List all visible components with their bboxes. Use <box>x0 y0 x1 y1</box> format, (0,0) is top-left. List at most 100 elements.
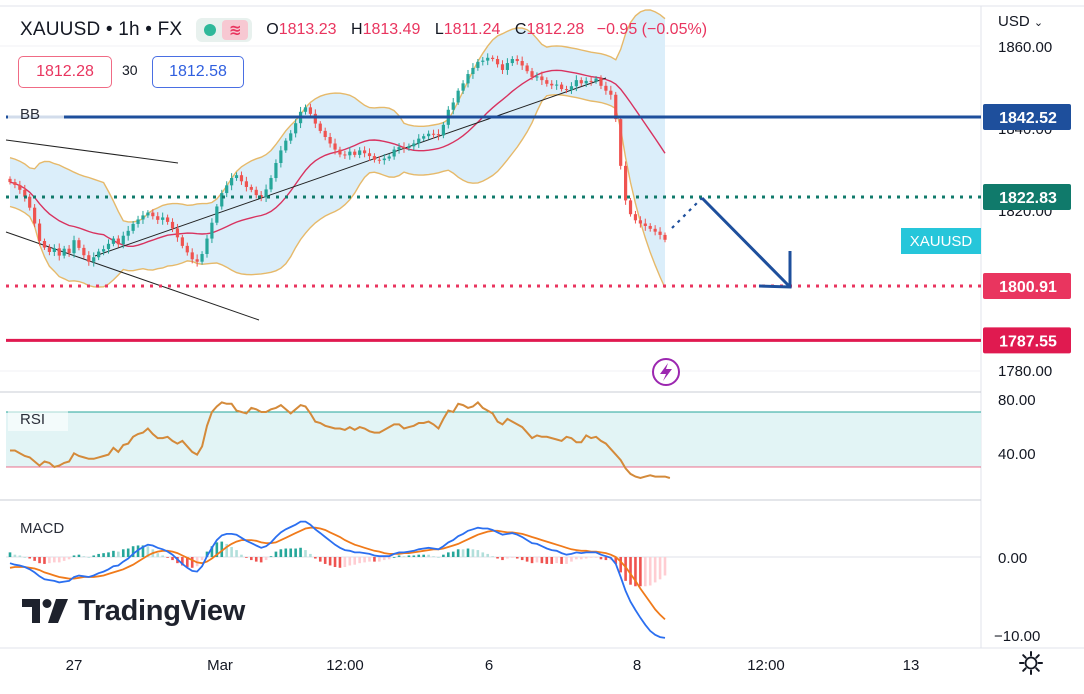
level-tag-3: 1787.55 <box>999 333 1057 350</box>
macd-hist-bar <box>491 556 494 558</box>
bb-label[interactable]: BB <box>20 106 40 123</box>
macd-hist-bar <box>550 557 554 564</box>
candle-body <box>491 57 495 59</box>
candle-body <box>87 255 91 262</box>
price-tick-1860: 1860.00 <box>998 39 1052 56</box>
macd-hist-bar <box>525 557 529 562</box>
time-axis[interactable]: 27 Mar 12:00 6 8 12:00 13 <box>66 657 920 674</box>
gear-icon[interactable] <box>1018 650 1044 676</box>
level-tag-bg-3 <box>983 327 1071 354</box>
candle-body <box>92 257 96 262</box>
candle-body <box>333 143 337 150</box>
macd-hist-bar <box>28 557 31 559</box>
candle-body <box>195 259 199 262</box>
macd-hist-bar <box>240 554 243 557</box>
candle-body <box>530 71 534 77</box>
candle-body <box>170 221 175 229</box>
macd-hist-bar <box>545 557 549 564</box>
macd-hist-bar <box>343 557 347 568</box>
macd-hist-bar <box>358 557 361 564</box>
candle-body <box>466 74 470 84</box>
macd-hist-bar <box>575 557 578 560</box>
macd-hist-bar <box>629 557 632 585</box>
candle-body <box>545 80 549 84</box>
macd-hist-bar <box>437 557 440 558</box>
candle-body <box>269 178 273 190</box>
macd-hist-bar <box>363 557 366 563</box>
candle-body <box>205 238 209 254</box>
candle-body <box>185 245 189 253</box>
candle-body <box>259 195 263 198</box>
rsi-label[interactable]: RSI <box>20 411 45 428</box>
candle-body <box>131 223 135 231</box>
macd-hist-bar <box>486 553 490 557</box>
macd-hist-bar <box>8 552 12 557</box>
macd-hist-bar <box>589 557 593 558</box>
candle-body <box>638 220 642 224</box>
candle-body <box>67 248 71 254</box>
candle-body <box>461 83 465 91</box>
candle-body <box>564 89 569 91</box>
macd-hist-bar <box>348 557 352 566</box>
macd-hist-bar <box>299 547 302 557</box>
symbol-title[interactable]: XAUUSD • 1h • FX <box>20 19 183 40</box>
candle-body <box>106 243 111 250</box>
time-label-13: 13 <box>903 657 920 674</box>
candle-body <box>77 240 81 248</box>
macd-hist-bar <box>594 557 598 558</box>
market-status[interactable]: ≋ <box>196 18 253 42</box>
macd-tick-0: 0.00 <box>998 550 1027 567</box>
macd-hist-bar <box>117 551 120 557</box>
macd-hist-bar <box>663 557 667 576</box>
candle-body <box>141 215 145 220</box>
currency-selector[interactable]: USD ⌄ <box>998 13 1044 30</box>
tradingview-logo-icon <box>22 599 68 623</box>
macd-hist-bar <box>560 557 563 564</box>
trend-lines <box>5 77 607 321</box>
candle-body <box>37 223 42 241</box>
macd-line <box>9 520 666 639</box>
candle-body <box>225 185 229 194</box>
macd-axis[interactable]: 0.00 −10.00 <box>994 550 1040 645</box>
candle-body <box>239 175 244 182</box>
macd-hist-bar <box>378 557 381 562</box>
macd-hist-bar <box>442 554 445 557</box>
candle-body <box>663 234 667 240</box>
candle-body <box>274 163 278 179</box>
macd-hist-bar <box>190 557 194 568</box>
macd-hist-bar <box>185 557 189 568</box>
candle-body <box>515 59 519 62</box>
brand-logo[interactable]: TradingView <box>22 594 245 628</box>
buy-button[interactable]: 1812.58 <box>152 56 244 88</box>
candle-body <box>510 59 514 64</box>
candle-body <box>372 156 377 160</box>
candle-body <box>62 248 66 256</box>
macd-hist-bar <box>274 551 278 557</box>
candle-body <box>584 80 588 84</box>
candle-body <box>628 200 633 215</box>
sell-button[interactable]: 1812.28 <box>18 56 112 88</box>
macd-hist-bar <box>13 554 17 557</box>
candle-body <box>476 61 480 68</box>
candle-body <box>244 181 248 187</box>
trend-line-lower <box>5 231 260 321</box>
candle-body <box>377 159 381 161</box>
candle-body <box>367 153 372 157</box>
candle-body <box>397 147 401 150</box>
bb-upper-band <box>9 9 666 223</box>
rsi-axis[interactable]: 80.00 40.00 <box>998 392 1036 463</box>
lightning-icon[interactable] <box>652 358 680 386</box>
candle-body <box>569 86 574 90</box>
candle-body <box>13 182 17 185</box>
symbol-tag: XAUUSD <box>910 233 973 250</box>
macd-hist-bar <box>269 556 273 558</box>
macd-hist-bar <box>653 557 657 583</box>
macd-hist-bar <box>392 557 396 558</box>
macd-hist-bar <box>235 550 238 557</box>
price-levels <box>6 115 981 342</box>
candle-body <box>387 156 391 159</box>
candle-body <box>121 235 125 245</box>
macd-hist-bar <box>447 552 450 557</box>
macd-label[interactable]: MACD <box>20 520 64 537</box>
